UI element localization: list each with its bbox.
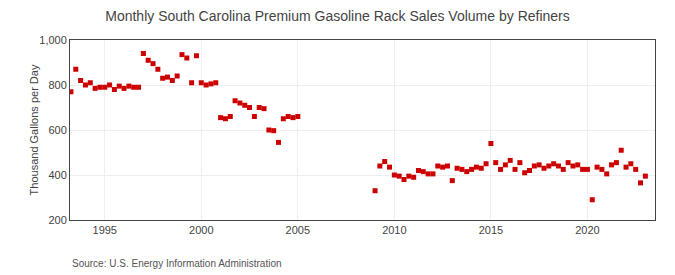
svg-text:800: 800	[48, 79, 66, 91]
svg-text:600: 600	[48, 124, 66, 136]
svg-text:400: 400	[48, 169, 66, 181]
svg-text:2020: 2020	[575, 224, 599, 236]
svg-text:1,000: 1,000	[39, 34, 67, 46]
svg-text:2000: 2000	[189, 224, 213, 236]
svg-text:Source: U.S. Energy Informatio: Source: U.S. Energy Information Administ…	[72, 258, 282, 269]
svg-text:2010: 2010	[382, 224, 406, 236]
svg-text:2015: 2015	[479, 224, 503, 236]
svg-text:200: 200	[48, 214, 66, 226]
svg-text:Thousand Gallons per Day: Thousand Gallons per Day	[28, 64, 40, 195]
svg-text:Monthly South Carolina Premium: Monthly South Carolina Premium Gasoline …	[105, 8, 570, 24]
svg-text:2005: 2005	[286, 224, 310, 236]
svg-text:1995: 1995	[93, 224, 117, 236]
